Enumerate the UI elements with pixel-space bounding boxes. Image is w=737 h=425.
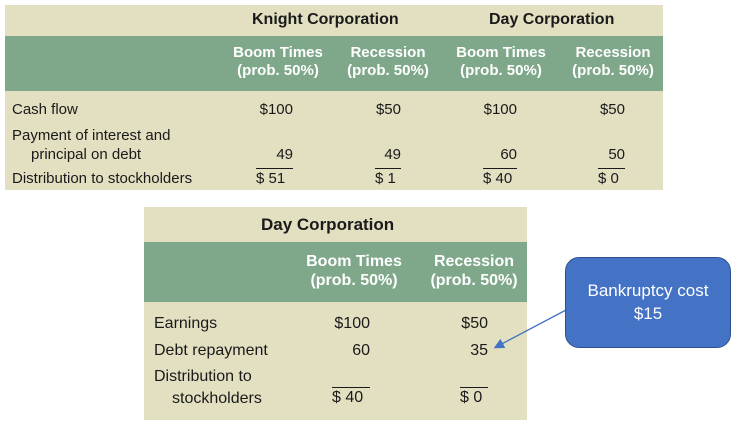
value-cell-underlined: $ 0 bbox=[598, 168, 625, 187]
value-cell: 49 bbox=[276, 146, 293, 163]
value-cell-underlined: $ 1 bbox=[375, 168, 401, 187]
value-cell-underlined: $ 0 bbox=[460, 387, 488, 407]
value-cell-underlined: $ 51 bbox=[256, 168, 293, 187]
column-header-band: Boom Times (prob. 50%) Recession (prob. … bbox=[5, 36, 663, 91]
column-header-band: Boom Times (prob. 50%) Recession (prob. … bbox=[144, 242, 527, 302]
row-label-earnings: Earnings bbox=[154, 315, 218, 332]
value-cell: $100 bbox=[483, 101, 517, 118]
row-label-payment-line2: principal on debt bbox=[31, 146, 142, 163]
col-day-recession: Recession (prob. 50%) bbox=[572, 44, 654, 79]
value-cell: $100 bbox=[334, 315, 370, 332]
row-label-payment-line1: Payment of interest and bbox=[12, 127, 171, 144]
value-cell: 50 bbox=[608, 146, 625, 163]
callout-line2: $15 bbox=[633, 303, 663, 323]
value-cell: $100 bbox=[259, 101, 293, 118]
row-label-cash-flow: Cash flow bbox=[12, 101, 78, 118]
day-corporation-heading: Day Corporation bbox=[489, 11, 615, 28]
row-label-debt-repayment: Debt repayment bbox=[154, 342, 268, 359]
value-cell-underlined: $ 40 bbox=[332, 387, 370, 407]
value-cell: 60 bbox=[500, 146, 517, 163]
row-label-distribution-line2: stockholders bbox=[172, 390, 262, 407]
knight-corporation-heading: Knight Corporation bbox=[252, 11, 399, 28]
day-corporation-heading: Day Corporation bbox=[261, 215, 395, 234]
bankruptcy-cost-callout: Bankruptcy cost $15 bbox=[565, 257, 731, 348]
value-cell: 49 bbox=[384, 146, 401, 163]
col-boom: Boom Times (prob. 50%) bbox=[306, 253, 402, 290]
col-knight-recession: Recession (prob. 50%) bbox=[347, 44, 429, 79]
value-cell: $50 bbox=[599, 101, 625, 118]
day-corporation-table: Day Corporation Boom Times (prob. 50%) R… bbox=[144, 207, 527, 420]
value-cell: $50 bbox=[375, 101, 401, 118]
row-label-distribution: Distribution to stockholders bbox=[12, 170, 193, 187]
col-recession: Recession (prob. 50%) bbox=[430, 253, 518, 290]
value-cell: 60 bbox=[352, 342, 370, 359]
value-cell: $50 bbox=[461, 315, 488, 332]
value-cell-underlined: $ 40 bbox=[483, 168, 517, 187]
value-cell: 35 bbox=[470, 342, 488, 359]
row-label-distribution-line1: Distribution to bbox=[154, 368, 252, 385]
callout-line1: Bankruptcy cost bbox=[587, 281, 709, 301]
col-day-boom: Boom Times (prob. 50%) bbox=[456, 44, 546, 79]
knight-day-comparison-table: Knight Corporation Day Corporation Boom … bbox=[5, 5, 663, 190]
col-knight-boom: Boom Times (prob. 50%) bbox=[233, 44, 323, 79]
